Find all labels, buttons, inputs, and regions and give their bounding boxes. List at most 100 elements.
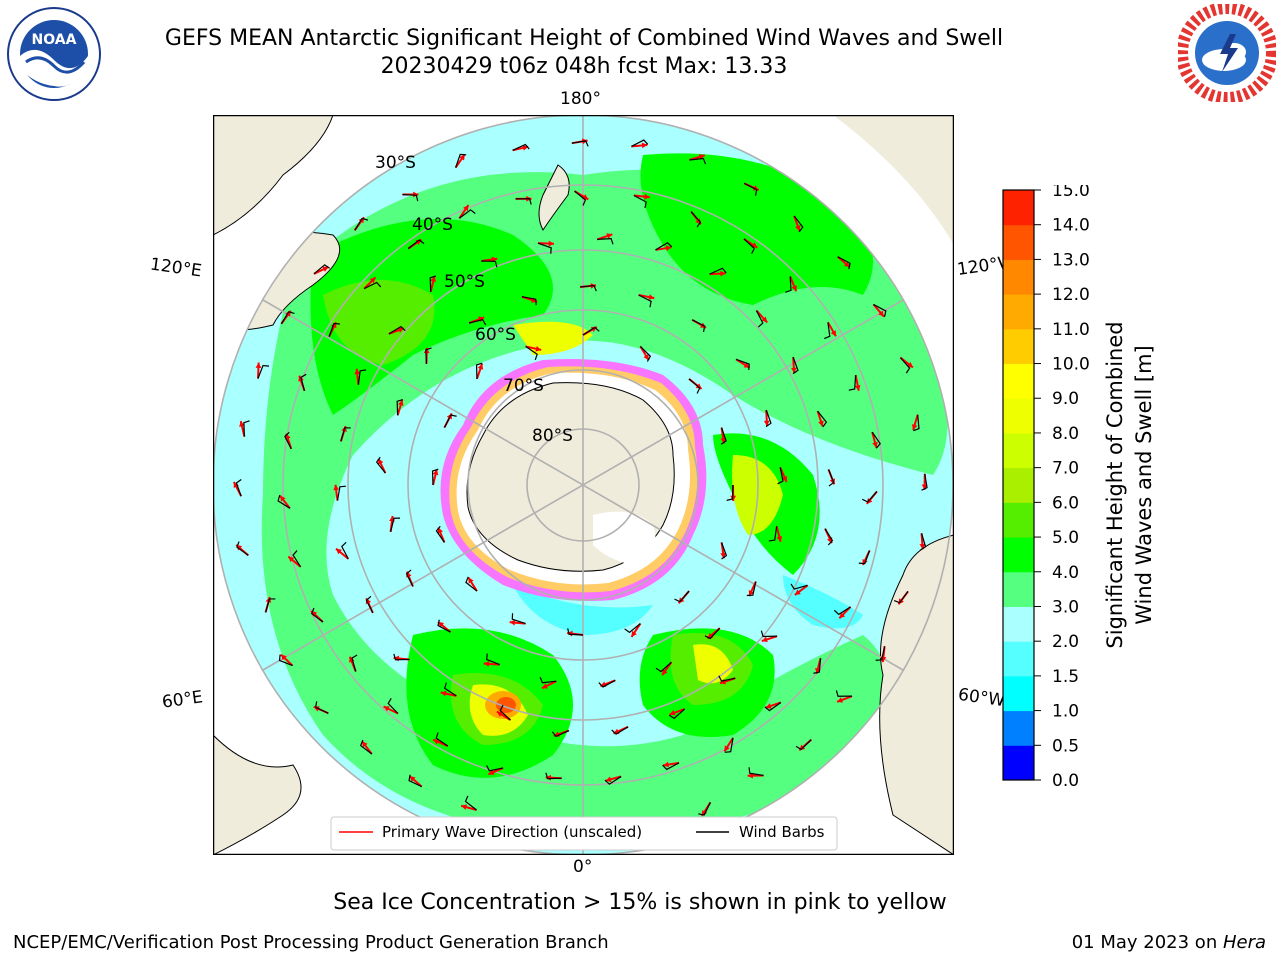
wind-barb [793,215,804,233]
wave-arrow-head [669,710,676,716]
wind-barb [359,739,373,755]
wind-barb [633,194,647,209]
wave-arrow-head [795,225,801,232]
chart-subtitle: 20230429 t06z 048h fcst Max: 13.33 [380,54,788,79]
colorbar-tick-label: 10.0 [1052,355,1090,375]
wave-arrow-head [911,424,918,431]
wave-arrow-head [483,661,490,667]
wave-arrow-head [720,270,726,277]
colorbar-swatch [1003,224,1034,260]
colorbar-tick-label: 11.0 [1052,320,1090,340]
wave-arrow-head [605,776,612,783]
wave-arrow-head [336,548,342,555]
wave-arrow-head [748,590,754,597]
colorbar-swatch [1003,294,1034,330]
credit-branch: NCEP/EMC/Verification Post Processing Pr… [13,932,609,953]
wind-barb [899,357,911,374]
wind-barb [545,772,562,780]
colorbar-swatch [1003,571,1034,607]
colorbar-border [1002,189,1035,781]
wind-barb [435,525,445,543]
wind-barb [824,528,834,546]
wave-arrow-head [288,556,295,563]
wind-barb [499,704,511,721]
wind-barb [458,209,476,219]
wave-arrow-head [440,690,447,697]
colorbar-swatch [1003,675,1034,712]
colorbar-title-line1: Significant Height of Combined [1103,321,1127,648]
lon-label-120e: 120°E [148,254,203,282]
wind-barb [521,296,537,306]
wind-barb [235,479,242,497]
wave-arrow-head [631,630,637,637]
wave-arrow-head [369,277,376,284]
wave-arrow-head [763,420,770,426]
wave-arrow-head [509,619,516,626]
wind-barb [435,732,449,747]
wind-barb [724,737,734,753]
map-legend: Primary Wave Direction (unscaled) Wind B… [330,816,838,851]
wind-barb [567,628,584,636]
lon-label-60e: 60°E [160,687,205,713]
wind-barb [280,311,295,325]
wave-arrow-head [662,669,668,676]
wave-arrow-head [354,368,361,375]
wind-barb [709,267,727,275]
colorbar-swatch [1003,467,1034,503]
colorbar-swatch [1003,398,1034,434]
colorbar-swatch [1003,259,1034,295]
wave-arrow-head [761,636,768,643]
colorbar-tick-label: 9.0 [1052,389,1079,409]
wind-barb [515,198,532,205]
wind-barb [443,682,457,697]
credit-date-text: 01 May 2023 on [1071,932,1223,953]
wind-barb [257,364,270,379]
wave-arrow-head [747,772,753,779]
sea-ice-note: Sea Ice Concentration > 15% is shown in … [333,890,947,915]
wave-arrow-head [724,745,730,752]
wind-barb [278,654,293,667]
wind-barb [300,373,307,392]
colorbar-swatch [1003,641,1034,677]
wave-arrow-head [433,739,440,745]
wave-arrow-head [606,233,613,239]
wind-barb [407,239,425,250]
wind-barb [468,318,487,326]
wind-barb [315,701,329,714]
wind-barb [848,374,857,391]
wind-barb [354,217,369,231]
colorbar-tick-label: 4.0 [1052,563,1079,583]
wind-barb [748,767,764,777]
wind-barb [764,701,782,712]
wind-barb [785,276,792,293]
wind-barb [486,765,504,772]
wind-barb [817,410,828,428]
wind-barb [277,494,291,509]
colorbar-tick-label: 7.0 [1052,459,1079,479]
wave-arrow-head [461,804,468,810]
wave-arrow-head [255,362,262,368]
wave-arrow-head [781,476,788,483]
lat-label-40s: 40°S [412,215,453,235]
wave-arrow-head [837,697,844,703]
wind-barb [813,658,822,674]
lat-label-50s: 50°S [444,272,485,292]
wind-barb [375,456,386,474]
lat-label-70s: 70°S [503,376,544,396]
wave-arrow-head [567,630,573,637]
colorbar-swatch [1003,710,1034,746]
wind-barb [437,619,451,633]
wind-barb [340,427,351,442]
wind-barb [690,211,702,228]
colorbar-swatches [1003,190,1034,781]
wave-arrow-head [430,276,437,283]
wave-arrow-head [695,383,702,389]
wave-arrow-head [794,589,801,595]
wind-barb [743,182,758,196]
wind-barb [768,526,778,542]
wind-barb [265,598,276,613]
wind-barb [827,469,835,487]
colorbar-tick-label: 13.0 [1052,250,1090,270]
wave-arrow-head [409,776,416,782]
wave-arrow-head [478,316,485,322]
